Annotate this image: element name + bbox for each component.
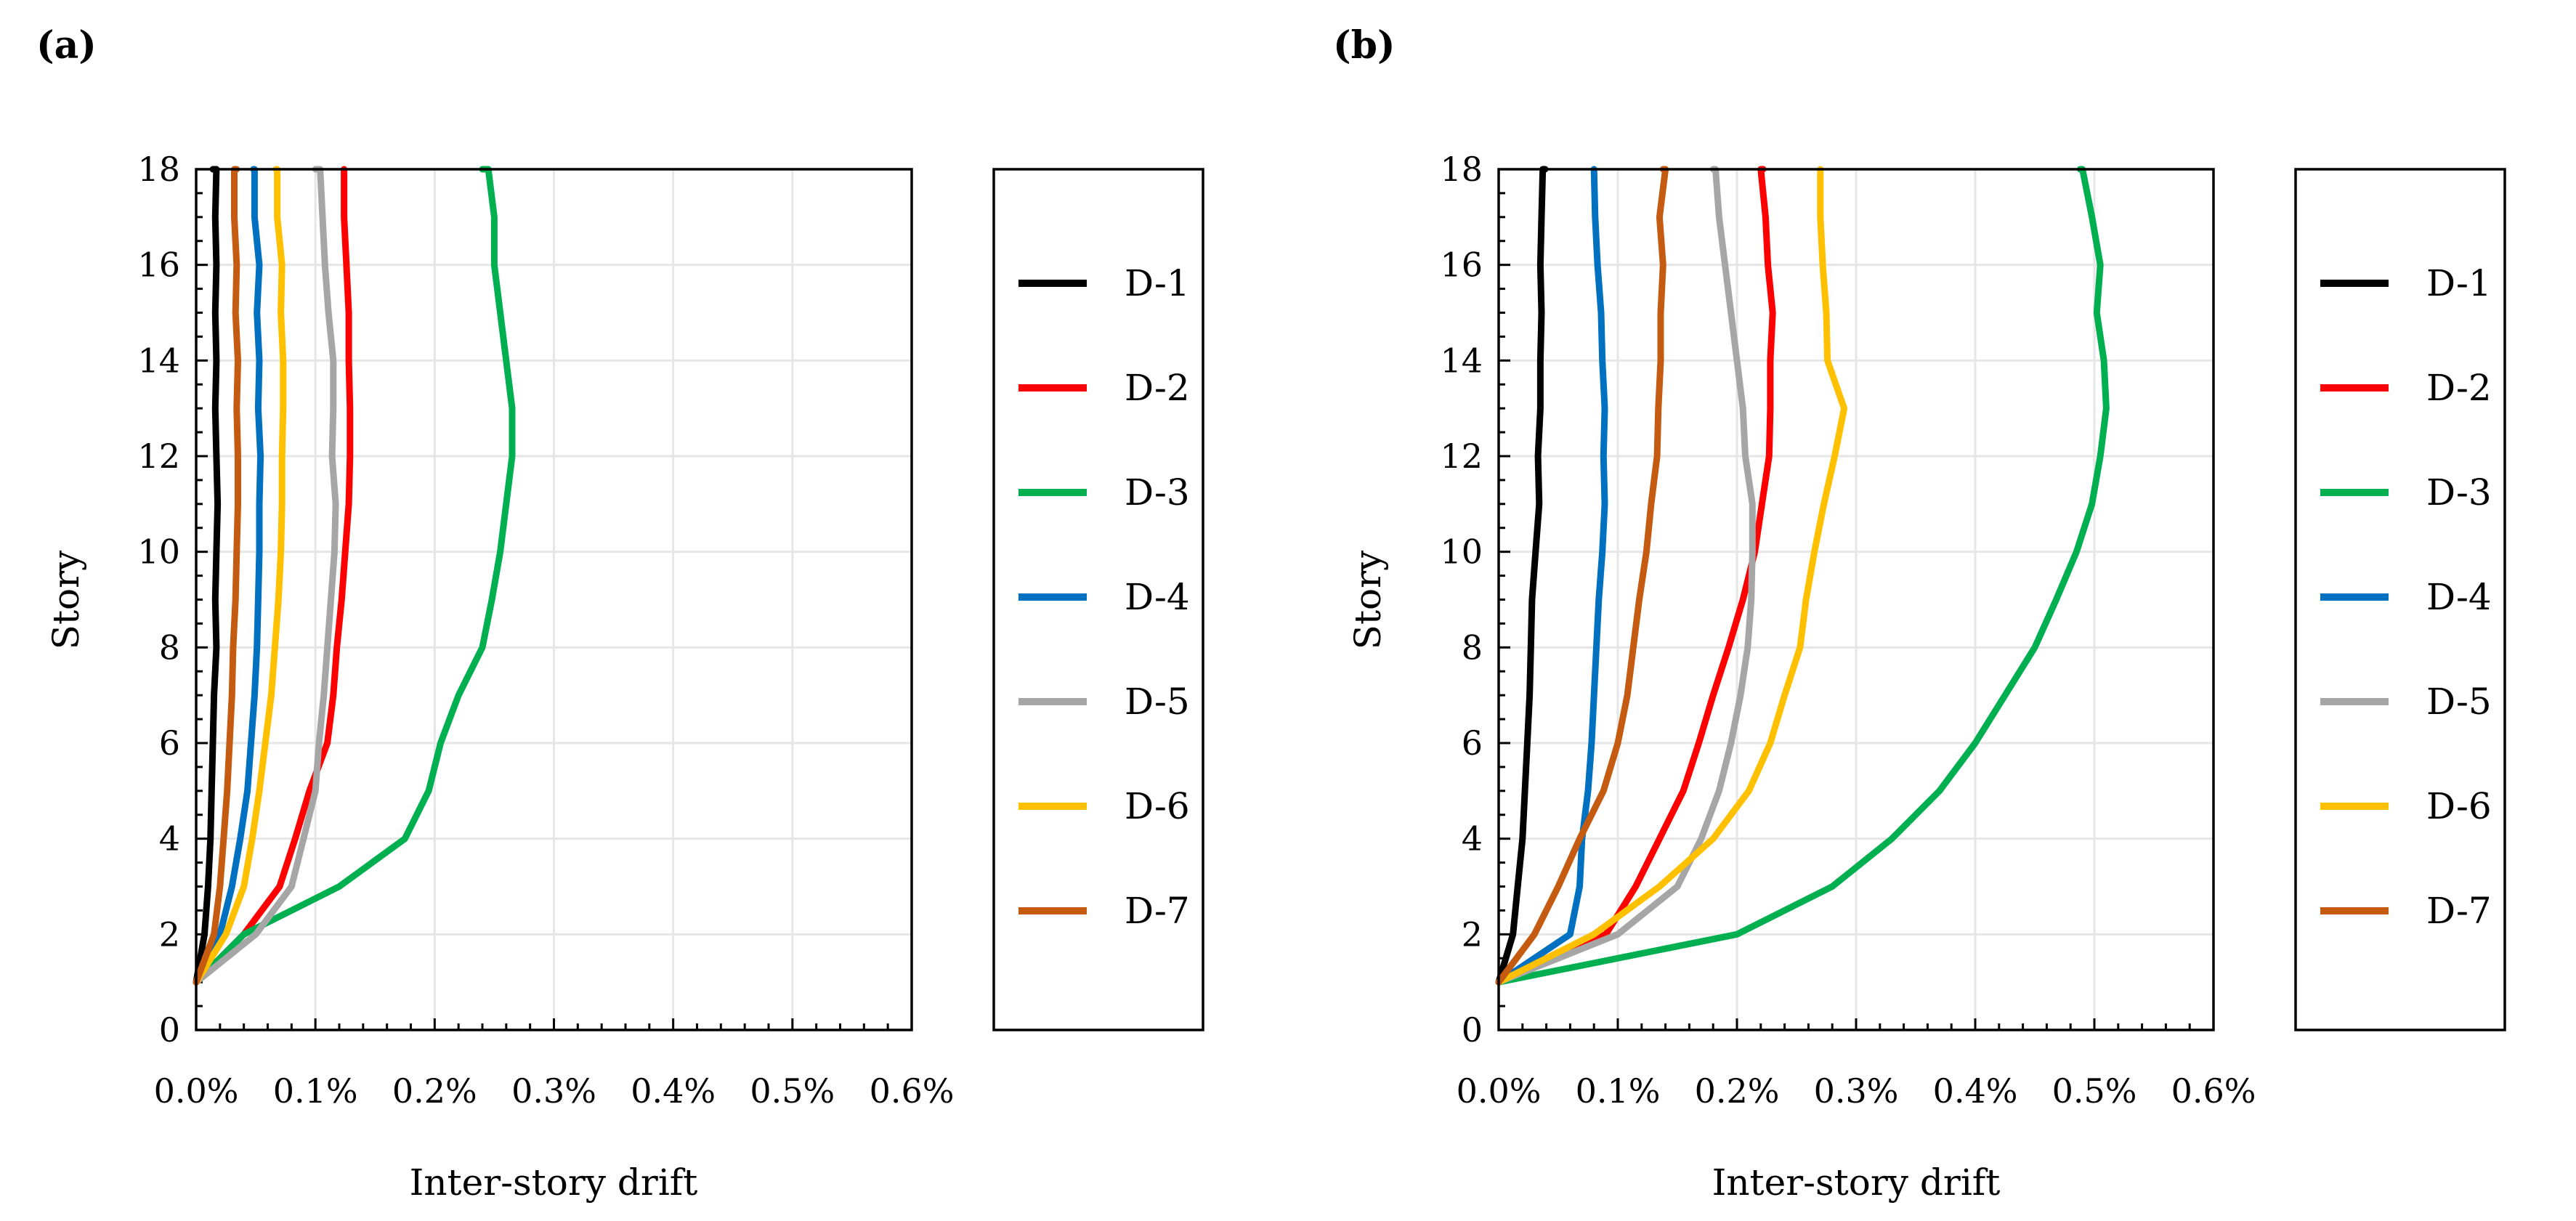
chart-a-legend-label-d-7: D-7 bbox=[1125, 890, 1190, 932]
chart-b-legend-frame bbox=[2294, 168, 2506, 1031]
chart-a-y-tick-label: 2 bbox=[159, 914, 180, 954]
chart-b-series-d-3 bbox=[1495, 166, 2110, 986]
chart-b-y-tick-label: 10 bbox=[1440, 532, 1483, 572]
chart-b-legend-label-d-1: D-1 bbox=[2426, 262, 2492, 304]
chart-a-y-tick-label: 4 bbox=[159, 819, 180, 859]
chart-a-panel-label: (a) bbox=[36, 23, 97, 68]
chart-b-y-tick-label: 4 bbox=[1462, 819, 1483, 859]
chart-a-y-tick-label: 0 bbox=[159, 1010, 180, 1050]
chart-a-x-tick-label: 0.3% bbox=[511, 1071, 596, 1111]
chart-b-x-tick-label: 0.3% bbox=[1814, 1071, 1899, 1111]
chart-b-y-tick-label: 8 bbox=[1462, 628, 1483, 667]
chart-a-y-tick-label: 6 bbox=[159, 723, 180, 763]
chart-b-series-d-5 bbox=[1495, 166, 1756, 986]
chart-b-series-d-4 bbox=[1495, 166, 1608, 986]
chart-b-x-tick-label: 0.2% bbox=[1695, 1071, 1780, 1111]
chart-b-legend: D-1 D-2 D-3 D-4 D-5 D-6 D-7 bbox=[2294, 168, 2506, 1031]
chart-a-x-tick-label: 0.0% bbox=[154, 1071, 239, 1111]
chart-a-y-axis-title: Story bbox=[45, 550, 87, 649]
chart-a-legend-label-d-4: D-4 bbox=[1125, 576, 1190, 618]
chart-b: (b) 0 2 4 6 8 10 12 14 16 18 0.0% 0.1% 0.2% 0.3% 0.4% 0.… bbox=[1333, 23, 2506, 1204]
chart-a-legend-frame bbox=[992, 168, 1204, 1031]
chart-b-y-tick-label: 6 bbox=[1462, 723, 1483, 763]
chart-b-x-tick-label: 0.6% bbox=[2171, 1071, 2256, 1111]
chart-a-series-d-4 bbox=[193, 166, 264, 986]
chart-a-plot-frame bbox=[195, 168, 913, 1031]
chart-b-legend-label-d-3: D-3 bbox=[2426, 471, 2492, 514]
chart-b-y-tick-label: 0 bbox=[1462, 1010, 1483, 1050]
chart-a-y-tick-label: 10 bbox=[137, 532, 180, 572]
chart-b-series-d-7 bbox=[1495, 166, 1669, 986]
chart-a-legend: D-1 D-2 D-3 D-4 D-5 D-6 D-7 bbox=[992, 168, 1204, 1031]
chart-a-x-tick-label: 0.5% bbox=[750, 1071, 835, 1111]
chart-a-y-tick-label: 8 bbox=[159, 628, 180, 667]
chart-b-panel-label: (b) bbox=[1333, 23, 1396, 68]
chart-a-x-tick-label: 0.6% bbox=[870, 1071, 955, 1111]
chart-b-x-tick-label: 0.1% bbox=[1576, 1071, 1661, 1111]
chart-a-legend-label-d-5: D-5 bbox=[1125, 681, 1190, 723]
chart-a-legend-label-d-2: D-2 bbox=[1125, 367, 1190, 409]
chart-a-legend-label-d-1: D-1 bbox=[1125, 262, 1190, 304]
chart-a-series-d-5 bbox=[193, 166, 339, 986]
chart-a-y-tick-label: 18 bbox=[137, 150, 180, 189]
chart-b-y-axis-title: Story bbox=[1347, 550, 1389, 649]
chart-b-y-tick-label: 12 bbox=[1440, 437, 1483, 476]
chart-a: (a) 0 2 4 6 8 10 12 14 16 18 0.0% 0.1% 0.2% 0.3% 0.4% 0.… bbox=[36, 23, 1204, 1204]
chart-a-x-tick-label: 0.1% bbox=[273, 1071, 358, 1111]
chart-b-x-tick-label: 0.0% bbox=[1457, 1071, 1542, 1111]
chart-b-y-tick-label: 14 bbox=[1440, 341, 1483, 380]
chart-a-y-tick-label: 14 bbox=[137, 341, 180, 380]
chart-b-series-d-1 bbox=[1495, 166, 1549, 986]
chart-a-x-tick-label: 0.4% bbox=[631, 1071, 716, 1111]
chart-b-legend-label-d-4: D-4 bbox=[2426, 576, 2492, 618]
chart-a-y-tick-label: 12 bbox=[137, 437, 180, 476]
chart-a-series-d-7 bbox=[193, 166, 241, 986]
chart-b-series-d-6 bbox=[1495, 166, 1848, 986]
chart-b-legend-label-d-7: D-7 bbox=[2426, 890, 2492, 932]
chart-a-series-d-1 bbox=[193, 166, 222, 986]
chart-a-y-tick-label: 16 bbox=[137, 246, 180, 285]
chart-b-y-tick-label: 18 bbox=[1440, 150, 1483, 189]
chart-b-y-tick-label: 16 bbox=[1440, 246, 1483, 285]
chart-b-x-tick-label: 0.4% bbox=[1933, 1071, 2018, 1111]
chart-a-series-d-2 bbox=[193, 166, 354, 986]
chart-a-x-axis-title: Inter-story drift bbox=[410, 1161, 698, 1204]
chart-b-x-axis-title: Inter-story drift bbox=[1712, 1161, 2001, 1204]
chart-b-legend-label-d-2: D-2 bbox=[2426, 367, 2492, 409]
chart-b-legend-label-d-5: D-5 bbox=[2426, 681, 2492, 723]
chart-a-legend-label-d-3: D-3 bbox=[1125, 471, 1190, 514]
chart-b-legend-label-d-6: D-6 bbox=[2426, 785, 2492, 827]
chart-a-x-tick-label: 0.2% bbox=[392, 1071, 477, 1111]
chart-a-legend-label-d-6: D-6 bbox=[1125, 785, 1190, 827]
chart-a-series-d-3 bbox=[193, 166, 516, 986]
chart-b-plot-frame bbox=[1497, 168, 2215, 1031]
chart-b-y-tick-label: 2 bbox=[1462, 914, 1483, 954]
chart-b-x-tick-label: 0.5% bbox=[2052, 1071, 2137, 1111]
chart-a-series-d-6 bbox=[193, 166, 287, 986]
